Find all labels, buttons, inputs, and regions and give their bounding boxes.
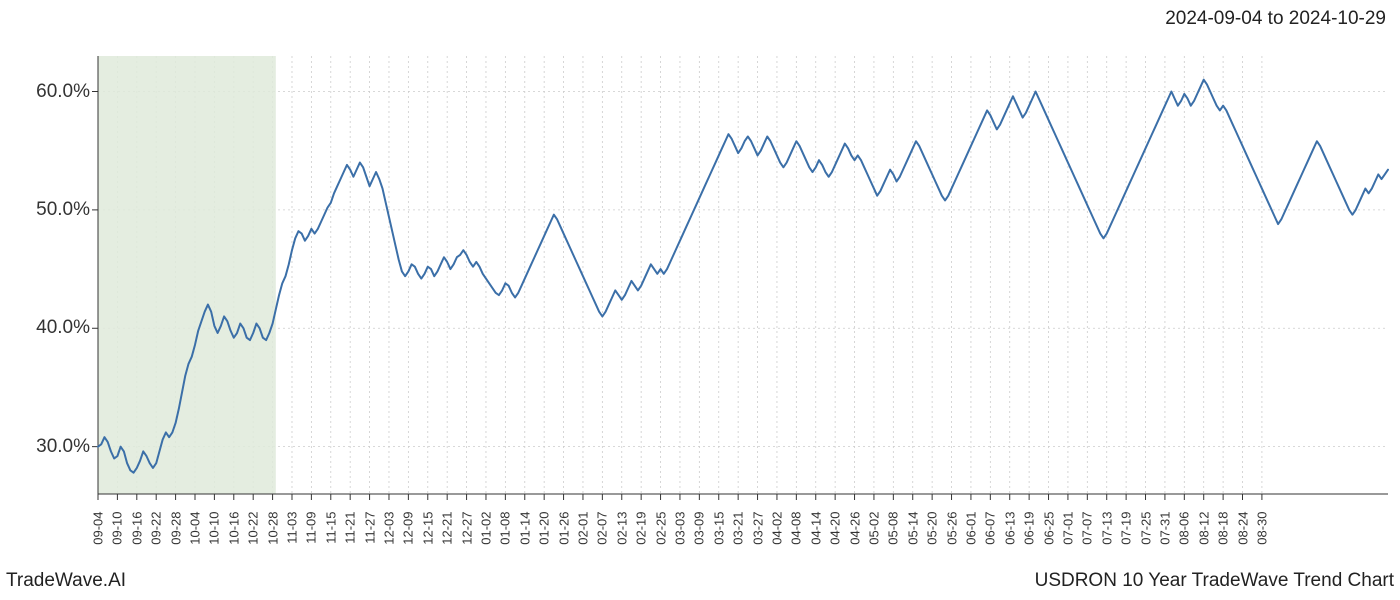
- x-axis-tick-label: 11-21: [343, 512, 358, 554]
- x-axis-tick-label: 02-19: [634, 512, 649, 554]
- x-axis-tick-label: 10-10: [207, 512, 222, 554]
- x-axis-tick-label: 04-14: [808, 512, 823, 554]
- y-axis-tick-label: 50.0%: [36, 199, 90, 221]
- x-axis-tick-label: 06-19: [1022, 512, 1037, 554]
- trend-chart: [0, 0, 1400, 600]
- x-axis-tick-label: 07-13: [1099, 512, 1114, 554]
- x-axis-tick-label: 05-20: [925, 512, 940, 554]
- x-axis-tick-label: 01-08: [498, 512, 513, 554]
- x-axis-tick-label: 06-07: [983, 512, 998, 554]
- x-axis-tick-label: 05-02: [866, 512, 881, 554]
- x-axis-tick-label: 10-22: [246, 512, 261, 554]
- x-axis-tick-label: 06-25: [1041, 512, 1056, 554]
- chart-container: { "header": { "date_range": "2024-09-04 …: [0, 0, 1400, 600]
- x-axis-tick-label: 12-15: [420, 512, 435, 554]
- x-axis-tick-label: 11-03: [284, 512, 299, 554]
- x-axis-tick-label: 09-16: [129, 512, 144, 554]
- x-axis-tick-label: 12-27: [459, 512, 474, 554]
- x-axis-tick-label: 10-16: [226, 512, 241, 554]
- x-axis-tick-label: 08-30: [1254, 512, 1269, 554]
- x-axis-tick-label: 09-28: [168, 512, 183, 554]
- x-axis-tick-label: 04-20: [828, 512, 843, 554]
- x-axis-tick-label: 11-27: [362, 512, 377, 554]
- x-axis-tick-label: 08-06: [1177, 512, 1192, 554]
- x-axis-tick-label: 03-21: [731, 512, 746, 554]
- x-axis-tick-label: 10-04: [187, 512, 202, 554]
- x-axis-tick-label: 03-15: [711, 512, 726, 554]
- y-axis-tick-label: 30.0%: [36, 436, 90, 458]
- x-axis-tick-label: 02-25: [653, 512, 668, 554]
- x-axis-tick-label: 04-08: [789, 512, 804, 554]
- x-axis-tick-label: 01-14: [517, 512, 532, 554]
- x-axis-tick-label: 09-10: [110, 512, 125, 554]
- x-axis-tick-label: 01-20: [537, 512, 552, 554]
- x-axis-tick-label: 12-09: [401, 512, 416, 554]
- x-axis-tick-label: 11-09: [304, 512, 319, 554]
- y-axis-tick-label: 40.0%: [36, 317, 90, 339]
- x-axis-tick-label: 08-18: [1216, 512, 1231, 554]
- x-axis-tick-label: 07-25: [1138, 512, 1153, 554]
- x-axis-tick-label: 02-01: [575, 512, 590, 554]
- x-axis-tick-label: 10-28: [265, 512, 280, 554]
- x-axis-tick-label: 08-12: [1196, 512, 1211, 554]
- x-axis-tick-label: 07-07: [1080, 512, 1095, 554]
- x-axis-tick-label: 05-26: [944, 512, 959, 554]
- x-axis-tick-label: 02-13: [614, 512, 629, 554]
- x-axis-tick-label: 07-01: [1060, 512, 1075, 554]
- x-axis-tick-label: 07-31: [1157, 512, 1172, 554]
- x-axis-tick-label: 04-02: [769, 512, 784, 554]
- x-axis-tick-label: 02-07: [595, 512, 610, 554]
- x-axis-tick-label: 07-19: [1119, 512, 1134, 554]
- x-axis-tick-label: 05-08: [886, 512, 901, 554]
- x-axis-tick-label: 06-13: [1002, 512, 1017, 554]
- x-axis-tick-label: 03-03: [672, 512, 687, 554]
- x-axis-tick-label: 04-26: [847, 512, 862, 554]
- x-axis-tick-label: 11-15: [323, 512, 338, 554]
- x-axis-tick-label: 06-01: [963, 512, 978, 554]
- x-axis-tick-label: 12-03: [381, 512, 396, 554]
- x-axis-tick-label: 01-26: [556, 512, 571, 554]
- x-axis-tick-label: 05-14: [905, 512, 920, 554]
- x-axis-tick-label: 01-02: [478, 512, 493, 554]
- x-axis-tick-label: 09-22: [149, 512, 164, 554]
- y-axis-tick-label: 60.0%: [36, 81, 90, 103]
- x-axis-tick-label: 03-09: [692, 512, 707, 554]
- x-axis-tick-label: 03-27: [750, 512, 765, 554]
- x-axis-tick-label: 12-21: [440, 512, 455, 554]
- x-axis-tick-label: 08-24: [1235, 512, 1250, 554]
- x-axis-tick-label: 09-04: [91, 512, 106, 554]
